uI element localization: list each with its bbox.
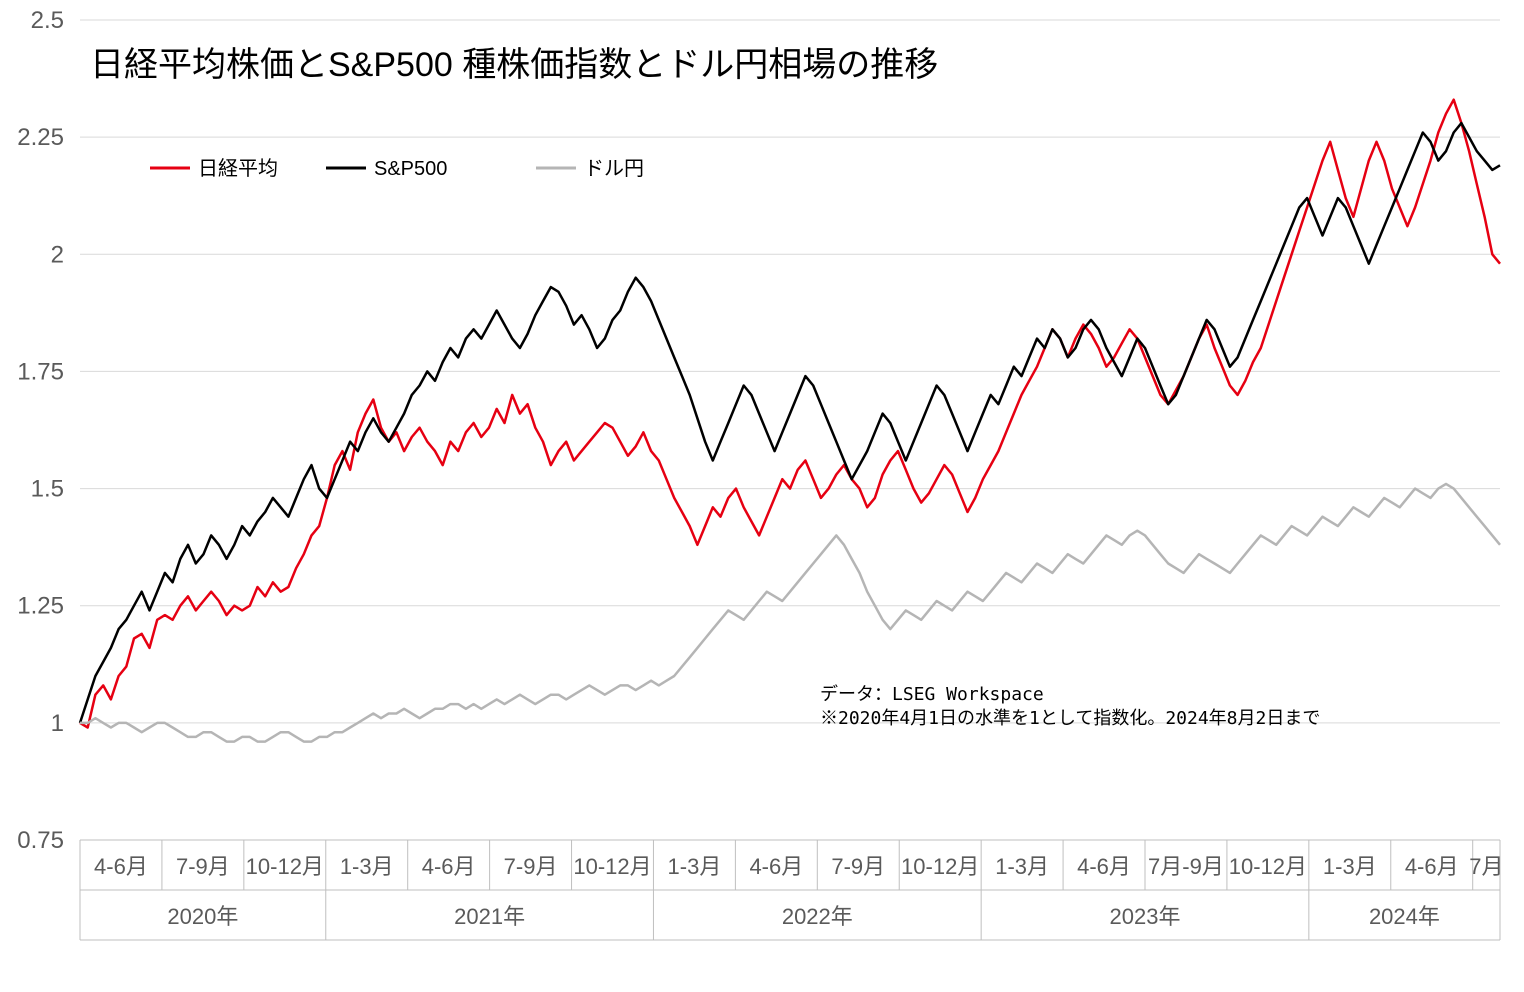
year-label: 2020年 bbox=[167, 904, 238, 929]
xtick-label: 10-12月 bbox=[573, 854, 651, 879]
xtick-label: 1-3月 bbox=[1323, 854, 1377, 879]
series-S&P500 bbox=[80, 123, 1500, 723]
xtick-label: 10-12月 bbox=[901, 854, 979, 879]
year-label: 2023年 bbox=[1110, 904, 1181, 929]
line-chart: 0.75 1 1.25 1.5 1.75 2 2.25 2.5 日経平均株価とS&P500 種株… bbox=[0, 0, 1524, 992]
xtick-label: 7-9月 bbox=[831, 854, 885, 879]
xtick-label: 4-6月 bbox=[1077, 854, 1131, 879]
year-label: 2021年 bbox=[454, 904, 525, 929]
xtick-label: 4-6月 bbox=[1405, 854, 1459, 879]
ytick-label: 2 bbox=[51, 241, 64, 268]
xtick-label: 10-12月 bbox=[246, 854, 324, 879]
xtick-label: 4-6月 bbox=[94, 854, 148, 879]
xtick-label: 10-12月 bbox=[1229, 854, 1307, 879]
xtick-label: 1-3月 bbox=[340, 854, 394, 879]
xtick-label: 7-9月 bbox=[504, 854, 558, 879]
legend-label: S&P500 bbox=[374, 158, 447, 180]
series-ドル円 bbox=[80, 484, 1500, 742]
chart-title: 日経平均株価とS&P500 種株価指数とドル円相場の推移 bbox=[90, 46, 938, 84]
xtick-label: 7月-9月 bbox=[1148, 854, 1224, 879]
ytick-label: 1.25 bbox=[17, 593, 64, 620]
ytick-label: 1 bbox=[51, 710, 64, 737]
ytick-label: 2.25 bbox=[17, 124, 64, 151]
legend-label: 日経平均 bbox=[198, 157, 278, 180]
chart-container: 0.75 1 1.25 1.5 1.75 2 2.25 2.5 日経平均株価とS&P500 種株… bbox=[0, 0, 1524, 992]
xtick-label: 4-6月 bbox=[422, 854, 476, 879]
ytick-label: 0.75 bbox=[17, 827, 64, 854]
ytick-label: 2.5 bbox=[31, 7, 64, 34]
annotation-line: データ：LSEG Workspace bbox=[820, 684, 1044, 705]
ytick-label: 1.75 bbox=[17, 358, 64, 385]
year-label: 2022年 bbox=[782, 904, 853, 929]
ytick-label: 1.5 bbox=[31, 476, 64, 503]
xtick-label: 1-3月 bbox=[668, 854, 722, 879]
xtick-label: 7月 bbox=[1469, 854, 1503, 879]
year-label: 2024年 bbox=[1369, 904, 1440, 929]
annotation-line: ※2020年4月1日の水準を1として指数化。2024年8月2日まで bbox=[820, 708, 1320, 729]
xtick-label: 4-6月 bbox=[749, 854, 803, 879]
xtick-label: 7-9月 bbox=[176, 854, 230, 879]
xtick-label: 1-3月 bbox=[995, 854, 1049, 879]
legend-label: ドル円 bbox=[584, 158, 644, 180]
